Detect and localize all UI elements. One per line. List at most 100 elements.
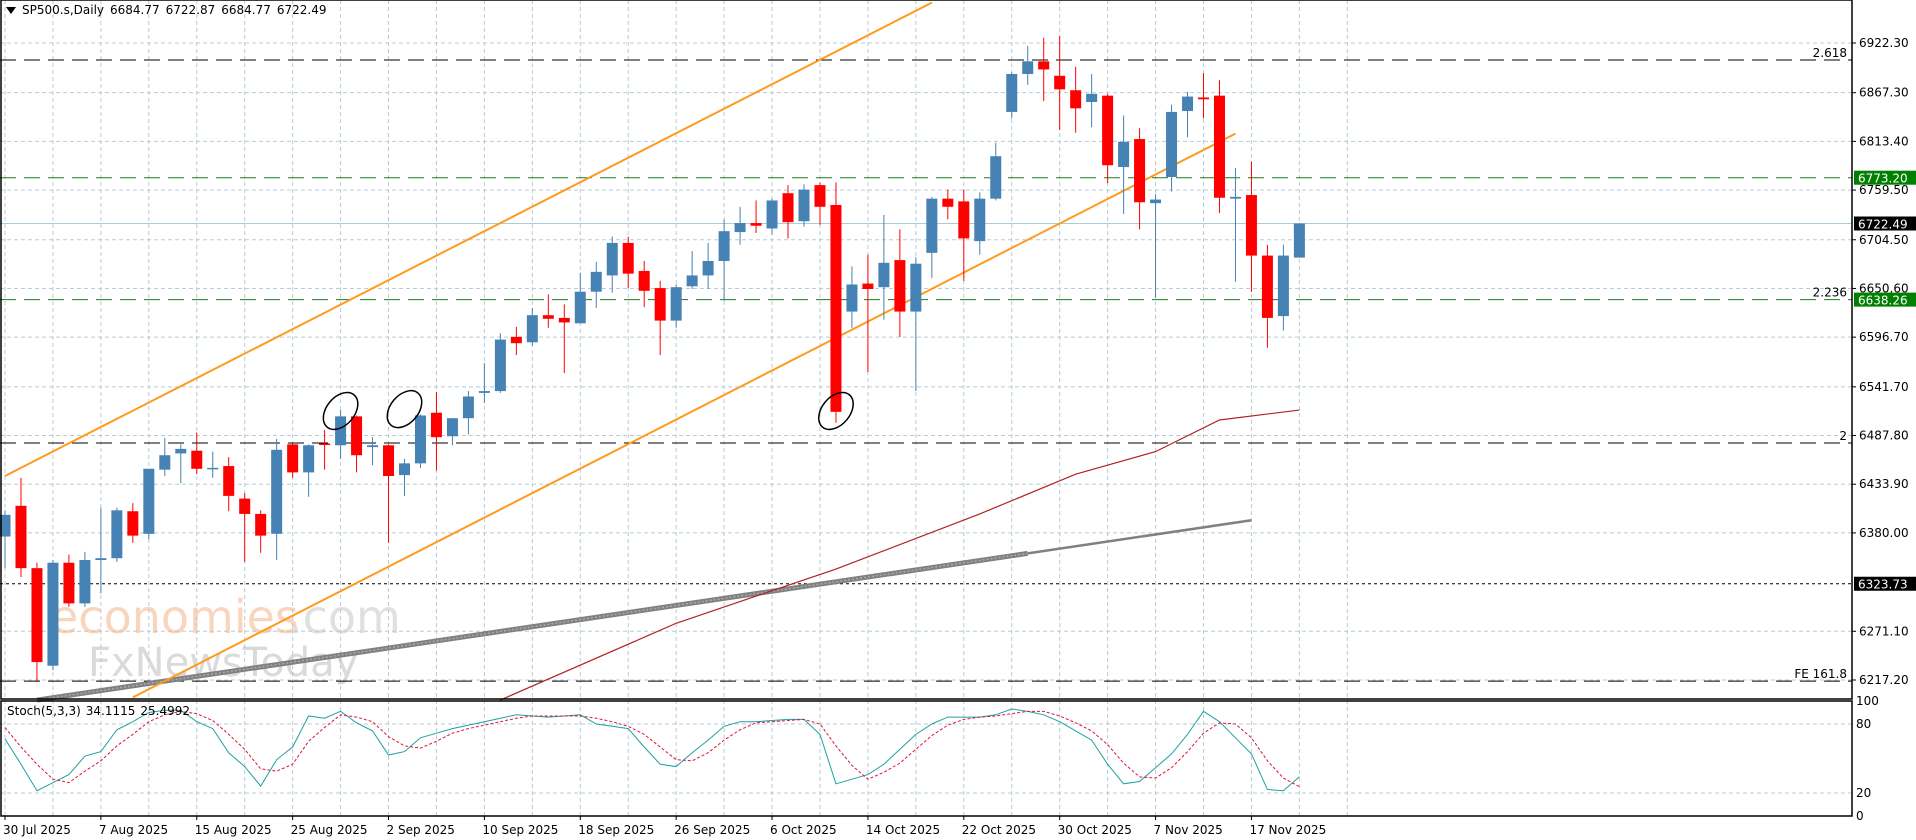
candle	[1245, 161, 1257, 292]
stoch-k-value: 34.1115	[85, 704, 136, 718]
x-tick-label: 17 Nov 2025	[1249, 823, 1326, 837]
candle	[1006, 72, 1018, 119]
candle-body	[1261, 255, 1273, 318]
candle	[670, 284, 682, 328]
candle-body	[1118, 141, 1130, 168]
candle-body	[910, 263, 922, 312]
candle-body	[95, 558, 107, 561]
trendline-inner	[36, 552, 1028, 701]
x-tick-label: 25 Aug 2025	[291, 823, 368, 837]
candle	[494, 333, 506, 393]
candle-body	[127, 511, 139, 536]
candle	[462, 391, 474, 435]
candle-body	[271, 449, 283, 534]
stoch-panel-frame	[0, 700, 1853, 817]
candle	[702, 242, 714, 289]
candle	[606, 236, 618, 293]
candle	[1293, 223, 1305, 258]
candle-body	[1134, 139, 1146, 203]
candle	[143, 468, 155, 540]
stoch-y-tick-label: 0	[1856, 809, 1864, 823]
close-value: 6722.49	[276, 3, 327, 17]
gray-trendline	[36, 519, 1252, 703]
stoch-y-tick-label: 20	[1856, 786, 1871, 800]
candle-body	[399, 463, 410, 476]
candle	[335, 410, 347, 459]
candle-body	[1054, 75, 1066, 90]
candle	[159, 438, 171, 476]
candle	[1022, 45, 1034, 85]
candle-body	[750, 223, 762, 226]
annotation-ellipse[interactable]	[812, 386, 860, 436]
x-tick-label: 22 Oct 2025	[962, 823, 1036, 837]
candle	[766, 198, 778, 235]
price-label-box	[1854, 170, 1916, 185]
x-tick-label: 18 Sep 2025	[578, 823, 654, 837]
candle	[31, 562, 43, 682]
trendline-thin[interactable]	[1027, 519, 1252, 555]
price-axis[interactable]	[1852, 0, 1916, 840]
candle-body	[1245, 195, 1257, 256]
candle	[63, 554, 75, 607]
level-label: FE 161.8	[1794, 667, 1847, 681]
candle-body	[1006, 73, 1018, 112]
candle-body	[542, 315, 554, 319]
candle	[526, 307, 538, 346]
y-tick-label: 6759.50	[1859, 183, 1909, 197]
candle-body	[15, 505, 27, 569]
candle	[478, 363, 490, 403]
candle-body	[1038, 61, 1050, 70]
channel-line[interactable]	[132, 132, 1236, 699]
candle-body	[1070, 90, 1082, 109]
candle-body	[367, 445, 379, 448]
y-tick-label: 6704.50	[1859, 233, 1909, 247]
x-tick-label: 6 Oct 2025	[770, 823, 837, 837]
candle-body	[1277, 255, 1289, 317]
candle	[942, 189, 954, 220]
candle-body	[319, 443, 331, 445]
candle-body	[31, 568, 43, 663]
candle-body	[766, 200, 778, 229]
candle-body	[63, 562, 75, 604]
candle	[958, 189, 970, 281]
candle	[351, 415, 363, 473]
price-label-box	[1854, 292, 1916, 307]
candle	[974, 192, 986, 255]
candle	[1054, 36, 1066, 130]
y-tick-label: 6650.60	[1859, 281, 1909, 295]
price-label: 6722.49	[1858, 218, 1908, 232]
candle-body	[0, 514, 11, 537]
candle-body	[1150, 199, 1162, 204]
candle-body	[974, 198, 986, 242]
candle-body	[734, 223, 746, 233]
channel-line[interactable]	[4, 1, 933, 477]
candle	[446, 418, 458, 446]
candle-body	[446, 418, 458, 437]
candle-body	[175, 448, 187, 454]
candle-body	[814, 185, 826, 207]
collapse-triangle-icon[interactable]	[6, 6, 16, 14]
moving-average-line	[500, 409, 1300, 701]
candle-body	[223, 466, 235, 496]
candle	[79, 551, 91, 607]
candle-body	[702, 260, 714, 276]
candle-body	[958, 201, 970, 239]
candle-body	[351, 416, 363, 456]
candle	[1261, 244, 1273, 348]
annotation-ellipse[interactable]	[380, 384, 428, 434]
candle-body	[159, 455, 171, 470]
candle	[367, 437, 379, 466]
candle	[1038, 37, 1050, 102]
price-label: 6638.26	[1858, 294, 1908, 308]
candle-body	[47, 562, 59, 666]
candle	[239, 493, 251, 562]
candle	[1118, 115, 1130, 215]
annotation-ellipse[interactable]	[316, 386, 364, 436]
candle	[1150, 194, 1162, 299]
candle	[798, 184, 810, 227]
x-tick-label: 2 Sep 2025	[387, 823, 455, 837]
candle	[990, 142, 1002, 201]
candle-body	[255, 513, 267, 536]
